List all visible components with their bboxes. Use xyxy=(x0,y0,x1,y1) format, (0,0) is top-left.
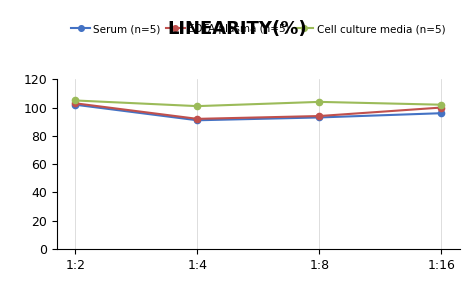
Line: Serum (n=5): Serum (n=5) xyxy=(72,102,445,123)
EDTA plasma (n=5) xyxy=(194,117,200,121)
Serum (n=5) xyxy=(73,103,78,106)
Line: Cell culture media (n=5): Cell culture media (n=5) xyxy=(72,97,445,109)
Cell culture media (n=5) xyxy=(194,104,200,108)
Text: LINEARITY(%): LINEARITY(%) xyxy=(167,20,307,38)
Serum (n=5) xyxy=(317,116,322,119)
Cell culture media (n=5) xyxy=(438,103,444,106)
EDTA plasma (n=5) xyxy=(317,114,322,118)
EDTA plasma (n=5) xyxy=(73,102,78,105)
EDTA plasma (n=5) xyxy=(438,106,444,109)
Legend: Serum (n=5), EDTA plasma (n=5), Cell culture media (n=5): Serum (n=5), EDTA plasma (n=5), Cell cul… xyxy=(67,20,449,38)
Serum (n=5) xyxy=(438,112,444,115)
Cell culture media (n=5) xyxy=(73,99,78,102)
Cell culture media (n=5) xyxy=(317,100,322,104)
Line: EDTA plasma (n=5): EDTA plasma (n=5) xyxy=(72,100,445,122)
Serum (n=5) xyxy=(194,119,200,122)
